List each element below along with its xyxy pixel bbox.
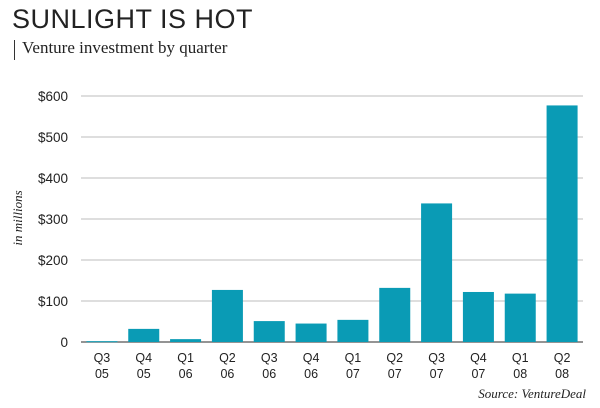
x-tick-label-quarter: Q4 [470,351,487,365]
x-tick-label-year: 06 [220,367,234,381]
x-tick-label-year: 06 [304,367,318,381]
gridlines [81,95,583,343]
bar [379,287,411,342]
x-axis-ticks: Q3 05 Q4 05 Q1 06 Q2 06 Q3 06 Q4 06 Q1 07 Q2 07 Q3 07 Q4 07… [94,351,571,381]
bar [253,321,285,342]
y-tick-label: $400 [38,171,68,186]
source-note: Source: VentureDeal [478,386,586,401]
x-tick-label-year: 05 [95,367,109,381]
x-tick-label-year: 08 [513,367,527,381]
x-tick-label-quarter: Q3 [94,351,111,365]
y-tick-label: $300 [38,212,68,227]
bar [170,339,202,342]
chart-title: SUNLIGHT IS HOT [12,4,254,34]
y-axis-ticks: 0 $100 $200 $300 $400 $500 $600 [38,89,68,350]
bar [86,341,118,343]
bar [295,323,327,342]
x-tick-label-year: 07 [471,367,485,381]
chart-subtitle: Venture investment by quarter [22,38,228,57]
subtitle-divider [14,40,15,60]
bar [421,203,453,342]
y-axis-label: in millions [10,190,25,245]
x-tick-label-year: 07 [430,367,444,381]
y-tick-label: $500 [38,130,68,145]
x-tick-label-quarter: Q1 [512,351,529,365]
x-tick-label-quarter: Q1 [345,351,362,365]
x-tick-label-quarter: Q4 [135,351,152,365]
x-tick-label-year: 06 [262,367,276,381]
x-tick-label-year: 06 [179,367,193,381]
x-tick-label-quarter: Q3 [261,351,278,365]
x-tick-label-year: 07 [388,367,402,381]
x-tick-label-quarter: Q4 [303,351,320,365]
bar [546,105,578,343]
x-tick-label-quarter: Q3 [428,351,445,365]
bar [337,319,369,342]
x-tick-label-quarter: Q1 [177,351,194,365]
bar [128,328,160,342]
y-tick-label: $100 [38,294,68,309]
y-tick-label: $200 [38,253,68,268]
x-tick-label-year: 07 [346,367,360,381]
bar [504,293,536,342]
y-tick-label: 0 [60,335,68,350]
bars [86,105,578,343]
x-tick-label-quarter: Q2 [386,351,403,365]
bar [462,291,494,342]
y-tick-label: $600 [38,89,68,104]
x-tick-label-year: 05 [137,367,151,381]
x-tick-label-quarter: Q2 [219,351,236,365]
bar [211,289,243,342]
x-tick-label-year: 08 [555,367,569,381]
x-tick-label-quarter: Q2 [554,351,571,365]
